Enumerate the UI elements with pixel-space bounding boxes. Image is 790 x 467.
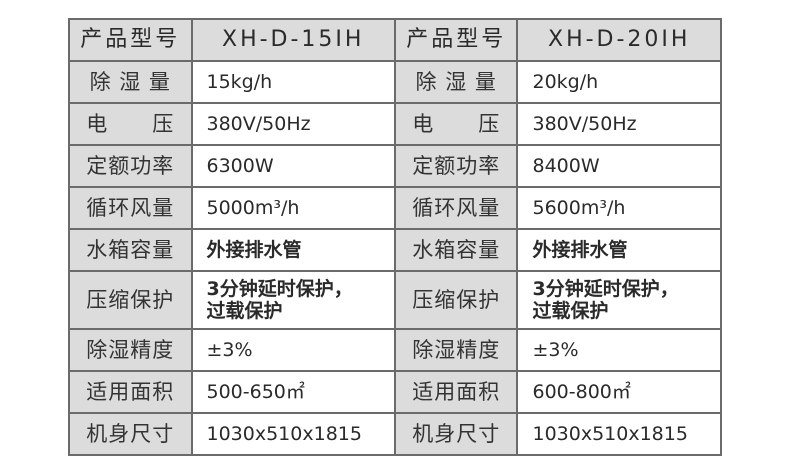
row-label: 循环风量 bbox=[68, 186, 193, 230]
table-row: 除 湿 量 15kg/h 除 湿 量 20kg/h bbox=[68, 60, 722, 104]
table-row: 机身尺寸 1030x510x1815 机身尺寸 1030x510x1815 bbox=[68, 412, 722, 456]
row-label: 除湿精度 bbox=[393, 328, 519, 372]
row-label: 除湿精度 bbox=[68, 328, 193, 372]
value-model-2: 外接排水管 bbox=[516, 228, 722, 272]
row-label: 适用面积 bbox=[68, 370, 193, 414]
row-label: 适用面积 bbox=[393, 370, 519, 414]
row-label: 水箱容量 bbox=[393, 228, 519, 272]
value-model-1: 6300W bbox=[190, 144, 396, 188]
row-label: 循环风量 bbox=[393, 186, 519, 230]
value-model-1: 3分钟延时保护， 过载保护 bbox=[190, 270, 396, 330]
header-label-2: 产品型号 bbox=[393, 18, 519, 62]
table-row: 定额功率 6300W 定额功率 8400W bbox=[68, 144, 722, 188]
value-model-1: 1030x510x1815 bbox=[190, 412, 396, 456]
model-1: XH-D-15IH bbox=[190, 18, 396, 62]
spec-table: 产品型号 XH-D-15IH 产品型号 XH-D-20IH 除 湿 量 15kg… bbox=[68, 18, 722, 456]
value-model-1: 5000m³/h bbox=[190, 186, 396, 230]
row-label: 定额功率 bbox=[68, 144, 193, 188]
row-label: 机身尺寸 bbox=[393, 412, 519, 456]
row-label: 压缩保护 bbox=[393, 270, 519, 330]
value-model-2: 1030x510x1815 bbox=[516, 412, 722, 456]
row-label: 水箱容量 bbox=[68, 228, 193, 272]
row-label: 除 湿 量 bbox=[68, 60, 193, 104]
table-row: 适用面积 500-650㎡ 适用面积 600-800㎡ bbox=[68, 370, 722, 414]
value-model-1: ±3% bbox=[190, 328, 396, 372]
table-header-row: 产品型号 XH-D-15IH 产品型号 XH-D-20IH bbox=[68, 18, 722, 62]
value-model-2: 8400W bbox=[516, 144, 722, 188]
value-model-2: 5600m³/h bbox=[516, 186, 722, 230]
table-row: 电 压 380V/50Hz 电 压 380V/50Hz bbox=[68, 102, 722, 146]
table-row: 循环风量 5000m³/h 循环风量 5600m³/h bbox=[68, 186, 722, 230]
value-model-1: 15kg/h bbox=[190, 60, 396, 104]
value-model-2: ±3% bbox=[516, 328, 722, 372]
row-label: 除 湿 量 bbox=[393, 60, 519, 104]
row-label: 电 压 bbox=[393, 102, 519, 146]
value-model-1: 380V/50Hz bbox=[190, 102, 396, 146]
value-model-1: 外接排水管 bbox=[190, 228, 396, 272]
row-label: 定额功率 bbox=[393, 144, 519, 188]
value-model-2: 3分钟延时保护， 过载保护 bbox=[516, 270, 722, 330]
value-model-2: 380V/50Hz bbox=[516, 102, 722, 146]
value-model-2: 600-800㎡ bbox=[516, 370, 722, 414]
header-label-1: 产品型号 bbox=[68, 18, 193, 62]
model-2: XH-D-20IH bbox=[516, 18, 722, 62]
table-row: 除湿精度 ±3% 除湿精度 ±3% bbox=[68, 328, 722, 372]
row-label: 电 压 bbox=[68, 102, 193, 146]
row-label: 压缩保护 bbox=[68, 270, 193, 330]
row-label: 机身尺寸 bbox=[68, 412, 193, 456]
value-model-2: 20kg/h bbox=[516, 60, 722, 104]
value-model-1: 500-650㎡ bbox=[190, 370, 396, 414]
table-row: 压缩保护 3分钟延时保护， 过载保护 压缩保护 3分钟延时保护， 过载保护 bbox=[68, 270, 722, 330]
table-row: 水箱容量 外接排水管 水箱容量 外接排水管 bbox=[68, 228, 722, 272]
